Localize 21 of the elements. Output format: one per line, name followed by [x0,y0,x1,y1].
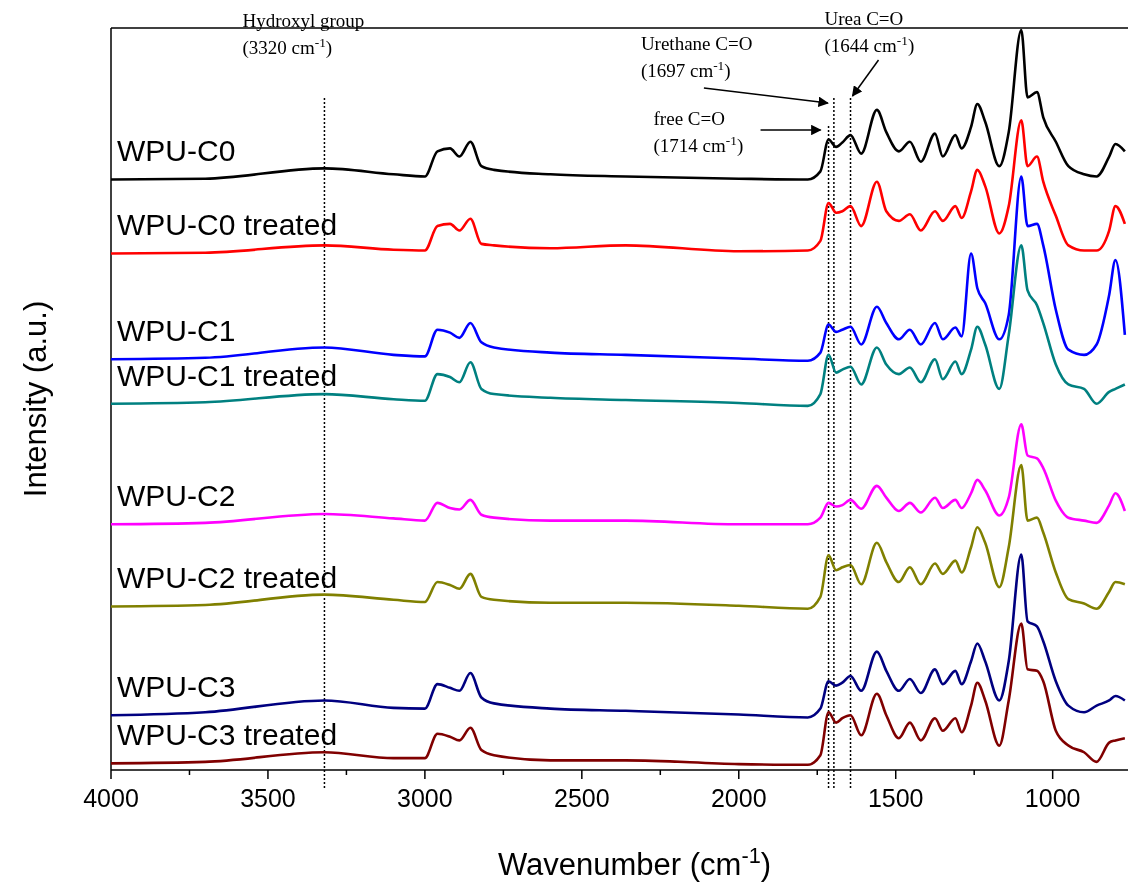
x-tick-label: 2000 [710,784,767,812]
series-label: WPU-C3 [117,670,236,704]
x-tick-label: 3000 [397,784,453,812]
x-tick-label: 1000 [1024,784,1081,812]
series-label: WPU-C0 [117,134,236,168]
x-tick-label: 2500 [554,784,610,812]
series-label: WPU-C2 [117,479,236,513]
x-tick-label: 3500 [240,784,296,812]
series-label: WPU-C1 [117,314,236,348]
series-label: WPU-C3 treated [117,718,338,752]
ref-line-label: Urea C=O (1644 cm$^{-1}$) [824,8,915,57]
x-tick-label: 1500 [867,784,924,812]
series-label: WPU-C2 treated [117,561,338,595]
ref-line-label: free C=O (1714 cm$^{-1}$) [653,108,744,157]
x-tick-label: 4000 [83,784,139,812]
series-label: WPU-C0 treated [117,208,338,242]
y-axis-title: Intensity (a.u.) [18,300,53,498]
x-axis-title: Wavenumber (cm$^{-1}$) [497,842,772,882]
series-label: WPU-C1 treated [117,358,338,392]
ref-line-label: Urethane C=O (1697 cm$^{-1}$) [640,33,753,82]
ref-line-label: Hydroxyl group (3320 cm$^{-1}$) [242,10,365,59]
